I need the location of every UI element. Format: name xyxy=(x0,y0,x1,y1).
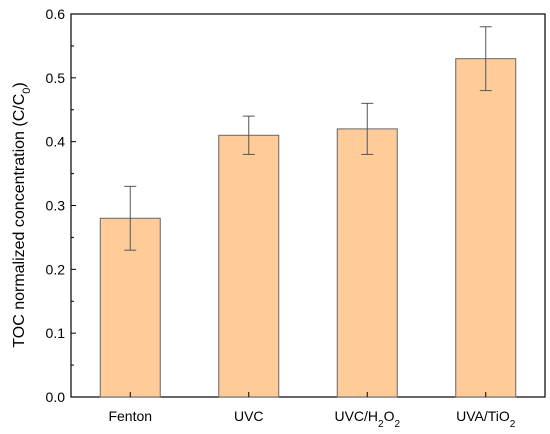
x-tick-label: UVC/H2O2 xyxy=(334,408,400,430)
bar xyxy=(455,58,517,398)
y-axis-label: TOC normalized concentration (C/C0) xyxy=(11,82,33,347)
x-tick-label: UVA/TiO2 xyxy=(456,408,516,430)
y-tick-label: 0.4 xyxy=(46,134,66,150)
y-axis-label-subscript: 0 xyxy=(21,88,33,94)
x-tick-label: Fenton xyxy=(108,408,152,424)
bar xyxy=(336,128,398,398)
y-tick-label: 0.2 xyxy=(46,261,66,277)
y-tick-label: 0.3 xyxy=(46,198,66,214)
y-tick-label: 0.0 xyxy=(46,389,66,405)
plot-area: 0.0 0.1 0.2 0.3 0.4 0.5 0.6 Fenton UVC UVC/H2O2 UV… xyxy=(46,6,546,430)
y-tick-label: 0.5 xyxy=(46,70,66,86)
bar xyxy=(218,134,280,398)
y-tick-label: 0.1 xyxy=(46,325,66,341)
x-tick-label: UVC xyxy=(234,408,264,424)
y-tick-label: 0.6 xyxy=(46,6,66,22)
